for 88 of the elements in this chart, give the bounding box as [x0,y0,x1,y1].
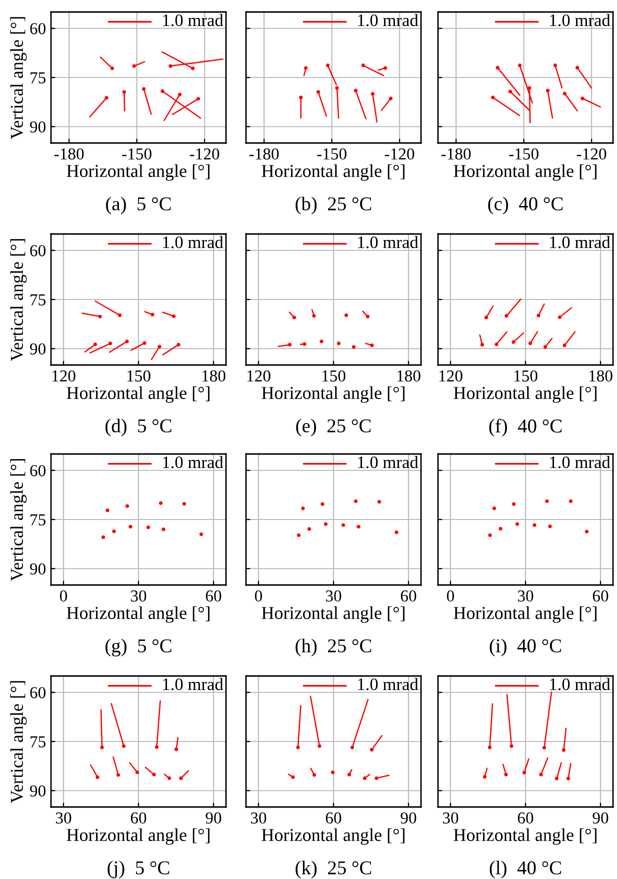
x-tick-label: 60 [518,812,534,824]
x-axis-title: Horizontal angle [°] [262,164,404,181]
x-tick-label: -120 [576,148,606,160]
y-tick-label: 90 [30,785,46,797]
y-axis-title: Vertical angle [°] [10,681,27,804]
x-tick-label: 180 [589,370,612,382]
x-axis-title: Horizontal angle [°] [66,606,210,623]
x-axis-title: Horizontal angle [°] [454,828,596,845]
annotation: 1.0 mrad [550,14,610,26]
annotation: 1.0 mrad [550,456,610,468]
annotation: 1.0 mrad [163,456,224,468]
x-axis-title: Horizontal angle [°] [66,828,210,845]
text: (a) 5 °C [106,196,171,214]
x-tick-label: 60 [206,590,222,602]
x-tick-label: 120 [439,370,462,382]
annotation: 1.0 mrad [358,456,418,468]
y-tick-label: 90 [30,563,46,575]
y-tick-label: 60 [30,245,46,256]
annotation: 1.0 mrad [550,236,610,248]
x-tick-label: 0 [254,590,262,602]
y-tick-label: 90 [30,121,46,133]
annotation: 1.0 mrad [163,14,224,26]
text: (j) 5 °C [108,860,170,878]
x-tick-label: 90 [206,812,222,824]
x-tick-label: 150 [514,370,538,382]
text: (b) 25 °C [296,196,372,214]
x-tick-label: 0 [446,590,454,602]
x-tick-label: 30 [326,590,342,602]
x-axis-title: Horizontal angle [°] [454,164,596,181]
annotation: 1.0 mrad [163,678,224,690]
y-axis-title: Vertical angle [°] [10,459,27,582]
x-tick-label: -150 [317,148,346,160]
x-axis-title: Horizontal angle [°] [262,386,404,403]
text: (c) 40 °C [488,196,563,214]
x-tick-label: 30 [56,812,72,824]
text: (l) 40 °C [490,860,561,878]
x-axis-title: Horizontal angle [°] [262,828,404,845]
x-tick-label: 0 [60,590,68,602]
x-tick-label: 30 [130,590,146,602]
x-tick-label: -120 [384,148,414,160]
x-tick-label: -150 [122,148,152,160]
x-axis-title: Horizontal angle [°] [262,606,404,623]
text: (k) 25 °C [296,860,372,878]
text: (i) 40 °C [490,638,561,656]
annotation: 1.0 mrad [358,678,418,690]
y-tick-label: 90 [30,343,46,355]
x-tick-label: 90 [400,812,416,824]
annotation: 1.0 mrad [358,14,418,26]
text: (g) 5 °C [105,638,172,656]
x-axis-title: Horizontal angle [°] [454,386,596,403]
annotation: 1.0 mrad [358,236,418,248]
x-tick-label: 120 [52,370,76,382]
x-tick-label: 60 [326,812,342,824]
y-tick-label: 60 [30,687,46,698]
y-tick-label: 75 [30,514,46,526]
y-tick-label: 60 [30,465,46,476]
x-tick-label: 90 [592,812,608,824]
annotation: 1.0 mrad [163,236,224,248]
x-tick-label: 120 [247,370,270,382]
x-tick-label: 30 [442,812,458,824]
x-tick-label: 150 [127,370,150,382]
x-tick-label: 180 [397,370,420,382]
x-tick-label: -120 [190,148,220,160]
x-tick-label: 60 [130,812,146,824]
text: (d) 5 °C [105,418,172,436]
x-tick-label: 30 [518,590,534,602]
x-tick-label: -150 [509,148,538,160]
x-axis-title: Horizontal angle [°] [66,386,210,403]
y-tick-label: 75 [30,294,46,306]
x-tick-label: 150 [322,370,346,382]
text: (h) 25 °C [296,638,372,656]
x-tick-label: 180 [202,370,226,382]
y-tick-label: 60 [30,23,46,34]
x-tick-label: 60 [400,590,416,602]
x-tick-label: 30 [250,812,266,824]
annotation: 1.0 mrad [550,678,610,690]
text: (f) 40 °C [489,418,562,437]
x-tick-label: -180 [54,148,84,160]
y-tick-label: 75 [30,72,46,84]
y-axis-title: Vertical angle [°] [10,239,27,362]
x-axis-title: Horizontal angle [°] [454,606,596,623]
y-axis-title: Vertical angle [°] [10,17,27,140]
x-axis-title: Horizontal angle [°] [66,164,210,181]
x-tick-label: -180 [441,148,471,160]
x-tick-label: -180 [249,148,279,160]
text: (e) 25 °C [296,418,371,436]
x-tick-label: 60 [592,590,608,602]
y-tick-label: 75 [30,736,46,748]
